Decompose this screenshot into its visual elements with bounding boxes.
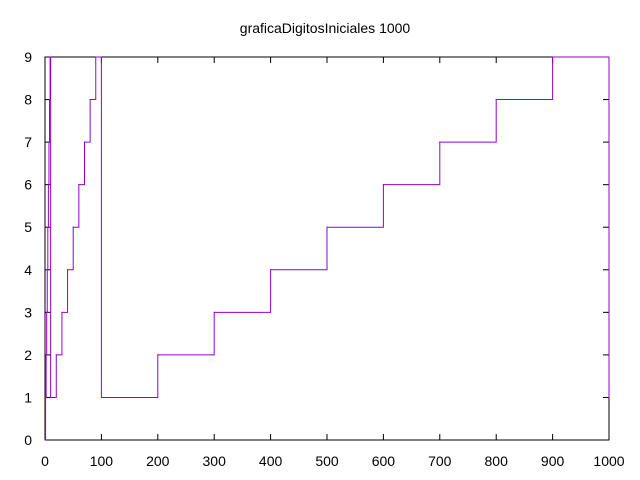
data-point (439, 141, 441, 143)
x-tick-label: 400 (259, 453, 283, 469)
data-point (48, 141, 50, 143)
chart-title: graficaDigitosIniciales 1000 (240, 20, 411, 36)
y-tick-label: 8 (24, 92, 32, 108)
data-point (61, 311, 63, 313)
data-point (552, 56, 554, 58)
y-tick-label: 0 (24, 432, 32, 448)
x-tick-label: 600 (372, 453, 396, 469)
data-point (44, 396, 47, 399)
data-point (55, 354, 57, 356)
y-tick-label: 5 (24, 219, 32, 235)
y-tick-label: 3 (24, 304, 32, 320)
data-point (47, 184, 49, 186)
data-point (608, 396, 610, 399)
data-point (495, 98, 497, 101)
data-point (72, 226, 74, 228)
data-point (44, 439, 46, 441)
x-tick-label: 800 (485, 453, 509, 469)
y-tick-label: 9 (24, 49, 32, 65)
data-point (46, 269, 48, 271)
data-point (45, 354, 47, 356)
y-tick-label: 2 (24, 347, 32, 363)
data-point (326, 226, 328, 228)
data-point (66, 269, 69, 271)
data-point (89, 98, 91, 101)
x-tick-label: 300 (203, 453, 227, 469)
data-point (48, 98, 51, 101)
y-tick-label: 1 (24, 389, 32, 405)
data-point (95, 56, 97, 58)
data-point (50, 396, 52, 399)
x-tick-label: 0 (41, 453, 49, 469)
data-point (100, 396, 102, 399)
data-point (157, 354, 159, 356)
series-line (45, 56, 610, 441)
y-tick-label: 6 (24, 177, 32, 193)
series (44, 56, 610, 441)
y-tick-label: 7 (24, 134, 32, 150)
data-point (78, 184, 80, 186)
x-tick-label: 500 (315, 453, 339, 469)
data-point (213, 311, 215, 313)
x-tick-label: 700 (428, 453, 452, 469)
x-tick-label: 900 (541, 453, 565, 469)
ticks: 0 100 200 300 400 500 600 700 800 900 1000 0 1 2 3 4 5 6 7… (24, 49, 625, 469)
x-tick-label: 100 (90, 453, 114, 469)
data-point (382, 184, 384, 186)
x-tick-label: 1000 (593, 453, 624, 469)
data-point (270, 269, 272, 271)
data-point (46, 311, 48, 313)
y-tick-label: 4 (24, 262, 32, 278)
data-point (47, 226, 49, 228)
data-point (49, 56, 51, 58)
data-point (83, 141, 86, 143)
x-tick-label: 200 (146, 453, 170, 469)
